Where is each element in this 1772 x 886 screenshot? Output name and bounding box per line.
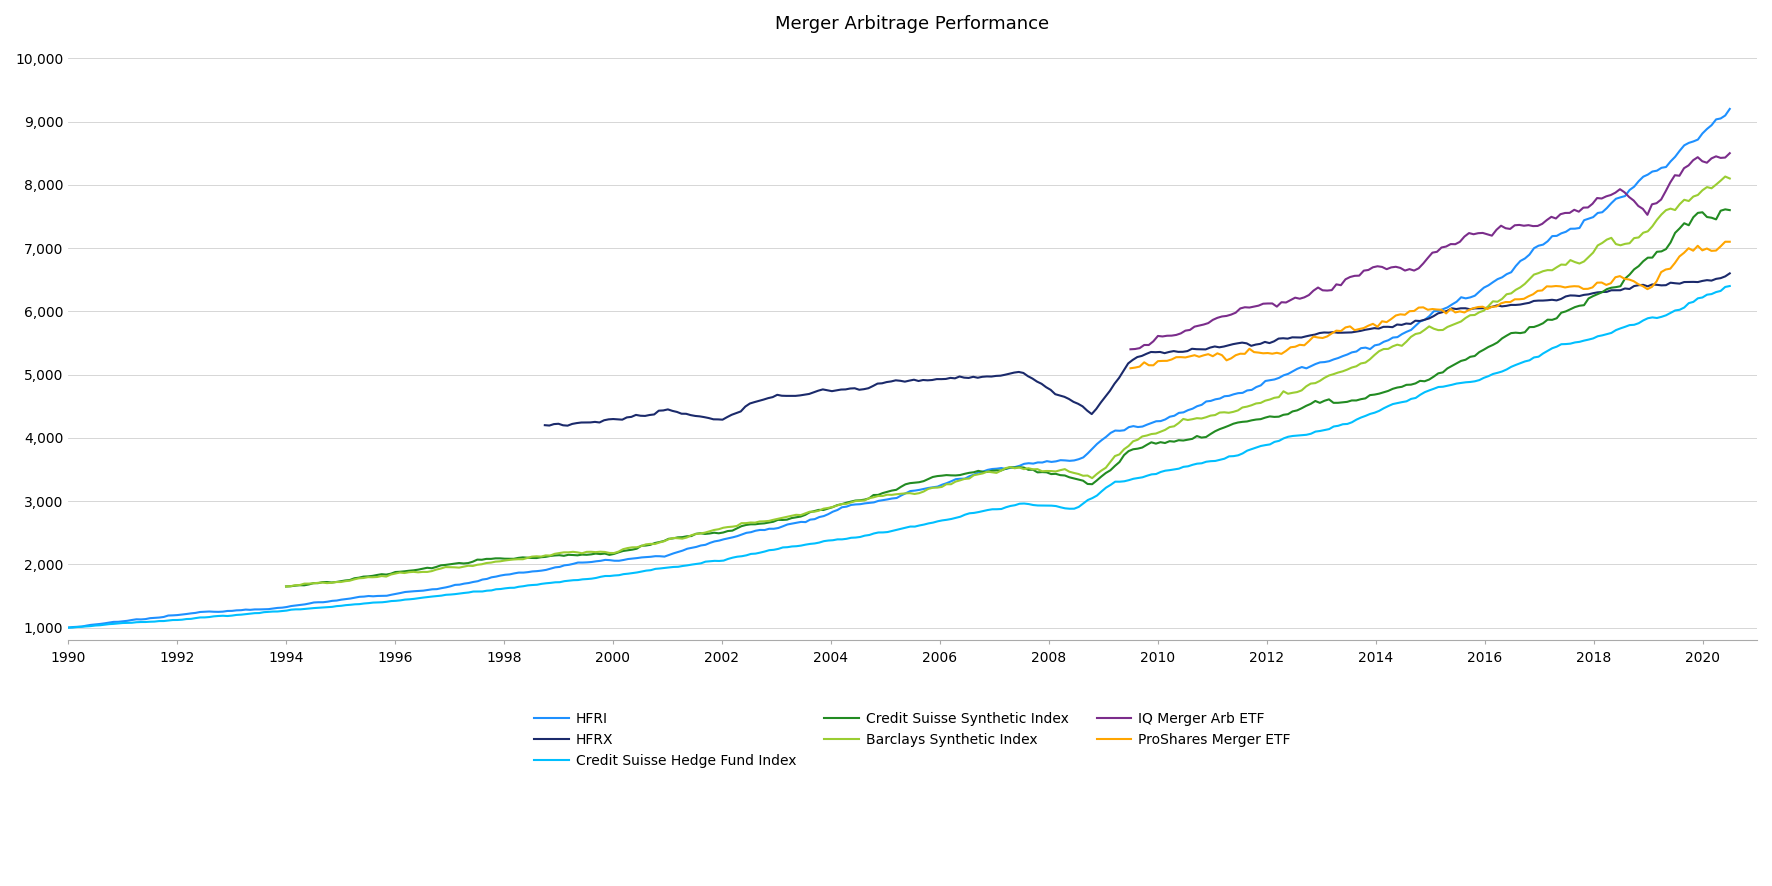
IQ Merger Arb ETF — [1322, 284, 1343, 295]
ProShares Merger ETF — [1193, 350, 1214, 361]
HFRX — [533, 420, 555, 431]
HFRX — [556, 420, 578, 431]
HFRI — [222, 605, 243, 616]
Title: Merger Arbitrage Performance: Merger Arbitrage Performance — [776, 15, 1049, 33]
HFRX — [629, 410, 650, 421]
ProShares Merger ETF — [1170, 352, 1191, 362]
Credit Suisse Hedge Fund Index — [340, 600, 361, 610]
ProShares Merger ETF — [1715, 237, 1737, 247]
Credit Suisse Synthetic Index — [1255, 412, 1276, 423]
HFRX — [1550, 293, 1572, 304]
Credit Suisse Synthetic Index — [1715, 204, 1737, 214]
Barclays Synthetic Index — [1255, 395, 1276, 406]
HFRX — [1719, 268, 1740, 279]
Credit Suisse Hedge Fund Index — [222, 610, 243, 621]
HFRI — [1196, 396, 1217, 407]
Line: Barclays Synthetic Index: Barclays Synthetic Index — [285, 176, 1729, 587]
Credit Suisse Hedge Fund Index — [1286, 431, 1308, 441]
Credit Suisse Synthetic Index — [985, 465, 1006, 476]
Barclays Synthetic Index — [663, 532, 684, 543]
IQ Merger Arb ETF — [1605, 187, 1627, 198]
Credit Suisse Hedge Fund Index — [57, 622, 78, 633]
IQ Merger Arb ETF — [1120, 344, 1141, 354]
Credit Suisse Synthetic Index — [1214, 422, 1235, 432]
Line: HFRX: HFRX — [544, 274, 1729, 425]
HFRX — [950, 371, 971, 382]
Credit Suisse Hedge Fund Index — [1196, 456, 1217, 467]
HFRX — [1154, 348, 1175, 359]
Credit Suisse Hedge Fund Index — [1719, 281, 1740, 291]
ProShares Merger ETF — [1322, 328, 1343, 338]
Barclays Synthetic Index — [390, 567, 411, 578]
Line: Credit Suisse Synthetic Index: Credit Suisse Synthetic Index — [285, 209, 1729, 587]
ProShares Merger ETF — [1302, 331, 1324, 342]
Credit Suisse Hedge Fund Index — [955, 509, 976, 520]
HFRI — [57, 622, 78, 633]
Legend: HFRI, HFRX, Credit Suisse Hedge Fund Index, Credit Suisse Synthetic Index, Barcl: HFRI, HFRX, Credit Suisse Hedge Fund Ind… — [528, 707, 1297, 773]
Barclays Synthetic Index — [985, 468, 1006, 478]
IQ Merger Arb ETF — [1719, 148, 1740, 159]
Barclays Synthetic Index — [1336, 364, 1357, 375]
HFRI — [399, 587, 420, 597]
HFRI — [1719, 104, 1740, 114]
HFRI — [340, 594, 361, 604]
Credit Suisse Hedge Fund Index — [399, 594, 420, 604]
HFRX — [976, 371, 998, 382]
Credit Suisse Synthetic Index — [1719, 205, 1740, 215]
HFRX — [611, 415, 633, 425]
Credit Suisse Synthetic Index — [663, 533, 684, 544]
Line: Credit Suisse Hedge Fund Index: Credit Suisse Hedge Fund Index — [67, 286, 1729, 627]
Credit Suisse Synthetic Index — [1336, 397, 1357, 408]
IQ Merger Arb ETF — [1302, 285, 1324, 296]
HFRI — [955, 473, 976, 484]
Barclays Synthetic Index — [1214, 407, 1235, 417]
Line: ProShares Merger ETF: ProShares Merger ETF — [1131, 242, 1729, 369]
ProShares Merger ETF — [1719, 237, 1740, 247]
Credit Suisse Synthetic Index — [275, 581, 296, 592]
Line: HFRI: HFRI — [67, 109, 1729, 627]
IQ Merger Arb ETF — [1170, 328, 1191, 338]
ProShares Merger ETF — [1605, 272, 1627, 283]
IQ Merger Arb ETF — [1193, 319, 1214, 330]
HFRI — [1286, 363, 1308, 374]
Barclays Synthetic Index — [1715, 171, 1737, 182]
Barclays Synthetic Index — [275, 581, 296, 592]
Credit Suisse Synthetic Index — [390, 566, 411, 577]
ProShares Merger ETF — [1120, 363, 1141, 374]
Barclays Synthetic Index — [1719, 173, 1740, 183]
ProShares Merger ETF — [1600, 278, 1621, 289]
Line: IQ Merger Arb ETF: IQ Merger Arb ETF — [1131, 153, 1729, 349]
IQ Merger Arb ETF — [1600, 190, 1621, 200]
